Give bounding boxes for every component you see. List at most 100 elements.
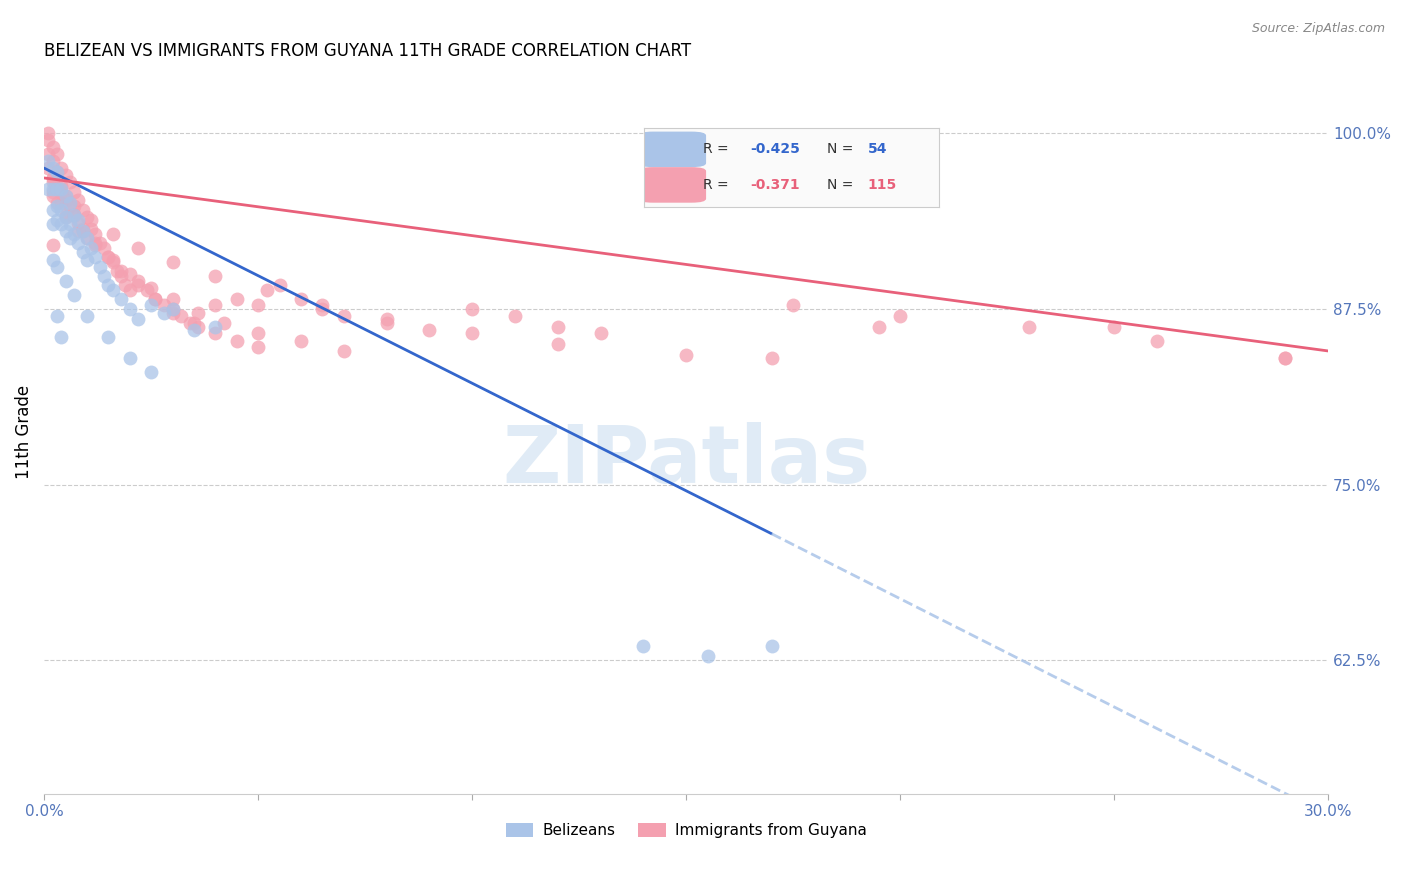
FancyBboxPatch shape <box>638 132 706 167</box>
Point <box>51 179 73 194</box>
Point <box>633 640 655 654</box>
Point <box>256 284 278 298</box>
Point <box>139 365 162 379</box>
Point <box>162 306 184 320</box>
Point <box>170 309 193 323</box>
Point <box>127 274 149 288</box>
Point <box>118 284 141 298</box>
Point <box>332 309 354 323</box>
Point <box>204 320 226 334</box>
Point <box>46 196 69 211</box>
Point <box>110 269 132 284</box>
Point <box>72 224 94 238</box>
Point <box>93 269 115 284</box>
Point <box>37 133 59 147</box>
Point <box>41 154 63 169</box>
Point <box>55 207 77 221</box>
Point <box>868 320 890 334</box>
Point <box>418 323 440 337</box>
Point <box>46 179 69 194</box>
Point <box>84 238 107 252</box>
Point <box>59 218 82 232</box>
Point <box>118 351 141 365</box>
Point <box>101 284 124 298</box>
Point <box>41 189 63 203</box>
Point <box>187 306 209 320</box>
Point <box>67 194 90 208</box>
Point <box>46 147 69 161</box>
Point <box>97 250 120 264</box>
Point <box>127 241 149 255</box>
Point <box>80 241 103 255</box>
Point <box>145 292 167 306</box>
Point <box>145 292 167 306</box>
Point <box>162 292 184 306</box>
Point <box>55 274 77 288</box>
Point <box>153 306 176 320</box>
Point <box>675 348 697 362</box>
Point <box>41 140 63 154</box>
Point <box>46 260 69 274</box>
Point <box>247 340 270 354</box>
Text: ZIPatlas: ZIPatlas <box>502 422 870 500</box>
Point <box>89 235 111 250</box>
Point <box>84 227 107 242</box>
Point <box>269 277 291 292</box>
Point <box>135 284 157 298</box>
Point <box>375 316 398 330</box>
Point <box>63 207 86 221</box>
Point <box>311 297 333 311</box>
Legend: Belizeans, Immigrants from Guyana: Belizeans, Immigrants from Guyana <box>499 817 873 845</box>
Point <box>55 194 77 208</box>
Point <box>761 351 783 365</box>
Point <box>93 241 115 255</box>
Point <box>41 218 63 232</box>
Point <box>1274 351 1296 365</box>
Text: 54: 54 <box>868 143 887 156</box>
Point <box>46 309 69 323</box>
Point <box>55 211 77 225</box>
Point <box>290 334 312 348</box>
Point <box>187 320 209 334</box>
Point <box>84 250 107 264</box>
Point <box>59 196 82 211</box>
Point <box>59 199 82 213</box>
Point <box>101 227 124 242</box>
Point <box>375 311 398 326</box>
Text: N =: N = <box>827 178 858 192</box>
Y-axis label: 11th Grade: 11th Grade <box>15 384 32 479</box>
Point <box>153 297 176 311</box>
Point <box>41 161 63 175</box>
Point <box>46 165 69 179</box>
Point <box>503 309 526 323</box>
Point <box>97 277 120 292</box>
Point <box>63 199 86 213</box>
Text: Source: ZipAtlas.com: Source: ZipAtlas.com <box>1251 22 1385 36</box>
Point <box>332 343 354 358</box>
Point <box>51 330 73 344</box>
Point <box>51 196 73 211</box>
Point <box>1102 320 1125 334</box>
Point <box>1274 351 1296 365</box>
Point <box>51 218 73 232</box>
Point <box>139 280 162 294</box>
Point <box>80 213 103 227</box>
Point <box>41 175 63 189</box>
Point <box>37 126 59 140</box>
Point <box>59 175 82 189</box>
Point <box>547 337 569 351</box>
Text: -0.371: -0.371 <box>751 178 800 192</box>
Point <box>46 199 69 213</box>
Point <box>589 326 612 340</box>
Point <box>55 189 77 203</box>
Text: -0.425: -0.425 <box>751 143 800 156</box>
Point <box>114 277 136 292</box>
Point <box>55 168 77 182</box>
Point <box>37 161 59 175</box>
Point <box>63 185 86 199</box>
Point <box>761 640 783 654</box>
Point <box>461 301 484 316</box>
Point <box>127 311 149 326</box>
Point <box>46 182 69 196</box>
Point <box>41 185 63 199</box>
